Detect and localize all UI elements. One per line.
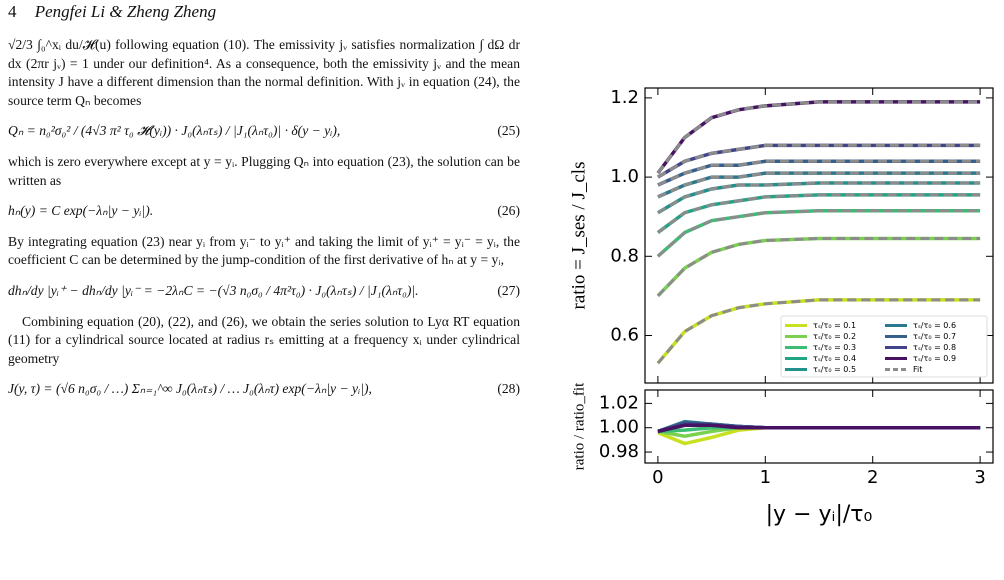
fit-line — [656, 193, 981, 234]
plot-frame — [644, 389, 994, 464]
y-tick-label: 1.2 — [610, 87, 639, 108]
equation-text: hₙ(y) = C exp(−λₙ|y − yᵢ|). — [8, 203, 154, 219]
x-axis-label: |y − yᵢ|/τ₀ — [766, 502, 873, 527]
paragraph: which is zero everywhere except at y = y… — [8, 153, 520, 188]
fit-line — [657, 181, 981, 215]
paragraph: √2/3 ∫₀^xᵢ du/𝓗(u) following equation (1… — [8, 37, 520, 108]
legend-box — [780, 315, 988, 378]
legend-label: τₛ/τ₀ = 0.6 — [913, 321, 956, 330]
page-number: 4 — [8, 2, 17, 21]
equation-number: (25) — [497, 123, 520, 139]
paragraph: Combining equation (20), (22), and (26),… — [8, 313, 520, 366]
equation: hₙ(y) = C exp(−λₙ|y − yᵢ|). (26) — [8, 202, 520, 221]
y-tick-label: 0.6 — [610, 324, 639, 345]
series-line — [657, 425, 981, 446]
legend-label: τₛ/τ₀ = 0.4 — [813, 354, 856, 363]
equation: J(y, τ) = (√6 n₀σ₀ / …) Σₙ₌₁^∞ J₀(λₙτₛ) … — [8, 380, 520, 399]
legend-label: τₛ/τ₀ = 0.7 — [913, 332, 956, 341]
series-line — [656, 181, 981, 215]
series-line — [656, 236, 981, 298]
legend-label: τₛ/τ₀ = 0.3 — [813, 343, 856, 352]
fit-line — [657, 143, 981, 179]
page-header: 4 Pengfei Li & Zheng Zheng — [8, 2, 216, 22]
legend-label: Fit — [913, 365, 922, 374]
fit-line — [657, 171, 981, 199]
y-tick-label: 1.0 — [610, 166, 639, 187]
x-tick-label: 1 — [760, 467, 771, 488]
y-tick-label: 0.98 — [599, 441, 639, 462]
legend-label: τₛ/τ₀ = 0.1 — [813, 321, 856, 330]
equation-number: (28) — [497, 381, 520, 397]
y-axis-label: ratio / ratio_fit — [571, 382, 587, 470]
plot-frame — [644, 87, 994, 384]
paragraph: By integrating equation (23) near yᵢ fro… — [8, 233, 520, 268]
x-tick-label: 3 — [974, 467, 985, 488]
y-tick-label: 0.8 — [610, 245, 639, 266]
equation-number: (26) — [497, 203, 520, 219]
legend-label: τₛ/τ₀ = 0.9 — [913, 354, 956, 363]
fit-line — [656, 298, 981, 365]
fit-line — [657, 159, 981, 187]
equation-text: Qₙ = n₀²σ₀² / (4√3 π² τ₀ 𝓗(yᵢ)) · J₀(λₙτ… — [8, 123, 341, 139]
series-line — [656, 209, 981, 258]
equation-text: J(y, τ) = (√6 n₀σ₀ / …) Σₙ₌₁^∞ J₀(λₙτₛ) … — [8, 381, 372, 397]
y-tick-label: 1.02 — [599, 392, 639, 413]
fit-line — [656, 209, 981, 258]
fit-line — [656, 236, 981, 297]
legend-label: τₛ/τ₀ = 0.2 — [813, 332, 856, 341]
equation-number: (27) — [497, 282, 520, 298]
y-tick-label: 1.00 — [599, 417, 639, 438]
equation-text: dhₙ/dy |yᵢ⁺ − dhₙ/dy |yᵢ⁻ = −2λₙC = −(√3… — [8, 282, 419, 298]
legend-label: τₛ/τ₀ = 0.5 — [813, 365, 856, 374]
series-line — [657, 423, 981, 434]
series-line — [656, 193, 981, 234]
equation: dhₙ/dy |yᵢ⁺ − dhₙ/dy |yᵢ⁻ = −2λₙC = −(√3… — [8, 282, 520, 301]
y-axis-label: ratio = J_ses / J_cls — [568, 162, 589, 310]
legend-label: τₛ/τ₀ = 0.8 — [913, 343, 956, 352]
x-tick-label: 2 — [867, 467, 878, 488]
text-column: √2/3 ∫₀^xᵢ du/𝓗(u) following equation (1… — [8, 36, 520, 411]
authors: Pengfei Li & Zheng Zheng — [34, 2, 217, 21]
fit-line — [656, 100, 981, 175]
equation: Qₙ = n₀²σ₀² / (4√3 π² τ₀ 𝓗(yᵢ)) · J₀(λₙτ… — [8, 122, 520, 141]
x-tick-label: 0 — [652, 467, 663, 488]
